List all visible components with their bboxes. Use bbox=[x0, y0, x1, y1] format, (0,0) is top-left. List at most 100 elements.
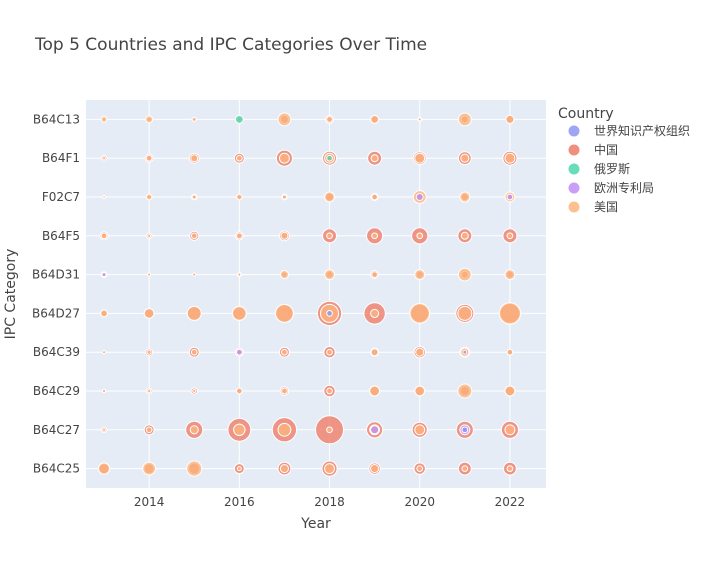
bubble-1-47[interactable] bbox=[410, 304, 430, 324]
legend-marker-4[interactable] bbox=[568, 201, 580, 213]
bubble-1-74[interactable] bbox=[282, 195, 286, 199]
bubble-1-34[interactable] bbox=[282, 349, 288, 355]
bubble-1-67[interactable] bbox=[417, 233, 423, 239]
bubble-1-24[interactable] bbox=[282, 388, 288, 394]
bubble-1-41[interactable] bbox=[144, 308, 154, 318]
bubble-1-14[interactable] bbox=[278, 423, 291, 436]
bubble-1-80[interactable] bbox=[102, 157, 105, 160]
bubble-1-36[interactable] bbox=[371, 349, 378, 356]
bubble-3-0[interactable] bbox=[327, 155, 333, 161]
bubble-1-76[interactable] bbox=[372, 194, 378, 200]
legend-marker-0[interactable] bbox=[568, 125, 580, 137]
bubble-1-90[interactable] bbox=[101, 117, 107, 123]
bubble-1-60[interactable] bbox=[101, 233, 107, 239]
legend-marker-2[interactable] bbox=[568, 163, 580, 175]
bubble-1-17[interactable] bbox=[415, 425, 425, 435]
bubble-1-5[interactable] bbox=[325, 464, 335, 474]
bubble-1-78[interactable] bbox=[460, 192, 470, 202]
bubble-1-49[interactable] bbox=[499, 303, 520, 324]
bubble-1-53[interactable] bbox=[238, 273, 241, 276]
bubble-1-10[interactable] bbox=[102, 428, 105, 431]
bubble-1-37[interactable] bbox=[416, 348, 424, 356]
bubble-1-8[interactable] bbox=[462, 466, 468, 472]
bubble-1-92[interactable] bbox=[192, 117, 196, 121]
bubble-1-87[interactable] bbox=[415, 153, 425, 163]
bubble-2-0[interactable] bbox=[371, 426, 379, 434]
bubble-1-57[interactable] bbox=[415, 270, 425, 280]
bubble-1-6[interactable] bbox=[371, 465, 379, 473]
bubble-1-11[interactable] bbox=[146, 427, 152, 433]
bubble-1-94[interactable] bbox=[278, 113, 291, 126]
bubble-1-75[interactable] bbox=[325, 192, 335, 202]
bubble-1-70[interactable] bbox=[103, 196, 106, 199]
bubble-1-40[interactable] bbox=[101, 310, 108, 317]
legend-label-1[interactable]: 中国 bbox=[594, 142, 618, 157]
bubble-1-59[interactable] bbox=[505, 270, 515, 280]
bubble-1-22[interactable] bbox=[193, 389, 196, 392]
bubble-1-68[interactable] bbox=[461, 232, 468, 239]
bubble-1-19[interactable] bbox=[505, 425, 515, 435]
bubble-1-13[interactable] bbox=[234, 424, 245, 435]
bubble-1-88[interactable] bbox=[461, 154, 469, 162]
bubble-4-0[interactable] bbox=[462, 427, 468, 433]
bubble-1-29[interactable] bbox=[505, 386, 515, 396]
bubble-1-3[interactable] bbox=[237, 467, 241, 471]
bubble-1-20[interactable] bbox=[102, 389, 105, 392]
bubble-1-56[interactable] bbox=[372, 272, 378, 278]
bubble-1-61[interactable] bbox=[148, 234, 151, 237]
bubble-1-1[interactable] bbox=[143, 462, 156, 475]
bubble-1-95[interactable] bbox=[327, 117, 333, 123]
bubble-1-83[interactable] bbox=[236, 155, 242, 161]
bubble-1-86[interactable] bbox=[371, 155, 378, 162]
bubble-1-96[interactable] bbox=[371, 115, 379, 123]
bubble-1-71[interactable] bbox=[146, 194, 152, 200]
bubble-1-43[interactable] bbox=[232, 306, 246, 320]
bubble-1-12[interactable] bbox=[190, 426, 198, 434]
bubble-4-1[interactable] bbox=[327, 311, 333, 317]
bubble-1-2[interactable] bbox=[187, 461, 202, 476]
bubble-1-98[interactable] bbox=[458, 113, 471, 126]
bubble-1-32[interactable] bbox=[191, 349, 197, 355]
bubble-1-72[interactable] bbox=[192, 195, 196, 199]
bubble-1-89[interactable] bbox=[505, 153, 515, 163]
bubble-2-5[interactable] bbox=[507, 194, 513, 200]
bubble-1-91[interactable] bbox=[146, 116, 153, 123]
bubble-2-6[interactable] bbox=[463, 350, 467, 354]
legend-label-3[interactable]: 欧洲专利局 bbox=[594, 180, 654, 195]
bubble-1-7[interactable] bbox=[417, 466, 423, 472]
bubble-1-9[interactable] bbox=[507, 466, 513, 472]
bubble-2-3[interactable] bbox=[102, 273, 106, 277]
bubble-1-62[interactable] bbox=[191, 233, 197, 239]
bubble-1-21[interactable] bbox=[148, 389, 151, 392]
bubble-1-99[interactable] bbox=[506, 115, 514, 123]
bubble-1-39[interactable] bbox=[507, 349, 513, 355]
bubble-1-66[interactable] bbox=[372, 233, 378, 239]
bubble-1-64[interactable] bbox=[281, 232, 288, 239]
bubble-1-54[interactable] bbox=[280, 271, 288, 279]
bubble-1-58[interactable] bbox=[458, 268, 471, 281]
legend-label-4[interactable]: 美国 bbox=[594, 200, 618, 214]
bubble-3-1[interactable] bbox=[235, 115, 243, 123]
bubble-2-2[interactable] bbox=[236, 349, 242, 355]
bubble-1-26[interactable] bbox=[370, 386, 380, 396]
bubble-1-73[interactable] bbox=[236, 194, 242, 200]
bubble-1-42[interactable] bbox=[187, 306, 201, 320]
legend-marker-3[interactable] bbox=[568, 182, 580, 194]
bubble-1-28[interactable] bbox=[458, 384, 472, 398]
bubble-1-23[interactable] bbox=[236, 388, 242, 394]
legend-label-0[interactable]: 世界知识产权组织 bbox=[594, 124, 690, 138]
bubble-1-48[interactable] bbox=[458, 306, 472, 320]
bubble-1-97[interactable] bbox=[418, 118, 421, 121]
bubble-1-51[interactable] bbox=[148, 273, 151, 276]
bubble-1-30[interactable] bbox=[102, 351, 105, 354]
bubble-1-82[interactable] bbox=[191, 155, 198, 162]
bubble-1-44[interactable] bbox=[275, 304, 293, 322]
bubble-1-52[interactable] bbox=[193, 273, 196, 276]
bubble-1-81[interactable] bbox=[146, 155, 152, 161]
bubble-1-84[interactable] bbox=[279, 153, 289, 163]
bubble-1-27[interactable] bbox=[415, 386, 425, 396]
bubble-1-15[interactable] bbox=[327, 427, 333, 433]
legend-label-2[interactable]: 俄罗斯 bbox=[594, 162, 630, 176]
legend-marker-1[interactable] bbox=[568, 144, 580, 156]
bubble-1-31[interactable] bbox=[147, 350, 151, 354]
